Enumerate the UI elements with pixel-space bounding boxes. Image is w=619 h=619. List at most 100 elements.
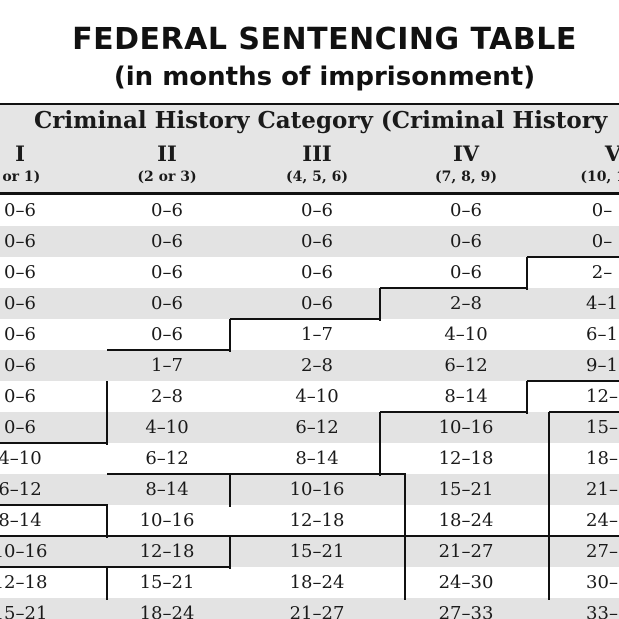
table-cell: 8–14 xyxy=(295,448,339,469)
table-row: 0–6 1–7 2–8 6–12 9–1 xyxy=(0,350,619,381)
table-row: 10–16 12–18 15–21 21–27 27– xyxy=(0,536,619,567)
zone-boundary-line xyxy=(0,504,108,506)
zone-boundary-line xyxy=(230,318,381,320)
table-row: 0–6 4–10 6–12 10–16 15– xyxy=(0,412,619,443)
table-row: 12–18 15–21 18–24 24–30 30– xyxy=(0,567,619,598)
table-row: 8–14 10–16 12–18 18–24 24– xyxy=(0,505,619,536)
zone-boundary-line xyxy=(380,411,528,413)
zone-boundary-line xyxy=(107,349,231,351)
zone-boundary-line xyxy=(106,381,108,445)
column-heading-roman: I xyxy=(15,141,25,166)
table-cell: 0–6 xyxy=(4,355,36,376)
zone-boundary-line xyxy=(106,567,108,600)
zone-boundary-line xyxy=(526,381,528,414)
table-cell: 0–6 xyxy=(151,293,183,314)
zone-boundary-line xyxy=(404,474,406,600)
table-cell: 33– xyxy=(586,603,618,619)
zone-boundary-line xyxy=(229,474,231,507)
table-cell: 4–10 xyxy=(444,324,488,345)
table-cell: 24–30 xyxy=(438,572,494,593)
table-row: 0–6 0–6 0–6 0–6 2– xyxy=(0,257,619,288)
zone-boundary-line xyxy=(106,505,108,538)
table-cell: 1–7 xyxy=(151,355,183,376)
table-cell: 12–18 xyxy=(0,572,48,593)
table-row: 4–10 6–12 8–14 12–18 18– xyxy=(0,443,619,474)
page-title: FEDERAL SENTENCING TABLE xyxy=(72,22,577,57)
zone-boundary-line xyxy=(0,442,108,444)
column-heading-roman: III xyxy=(302,141,332,166)
table-cell: 4–10 xyxy=(0,448,42,469)
table-cell: 21– xyxy=(586,479,618,500)
table-cell: 15–21 xyxy=(289,541,345,562)
table-cell: 0–6 xyxy=(301,200,333,221)
table-cell: 1–7 xyxy=(301,324,333,345)
table-cell: 9–1 xyxy=(586,355,618,376)
column-heading-roman: IV xyxy=(452,141,480,166)
table-cell: 0–6 xyxy=(151,231,183,252)
table-row: 15–21 18–24 21–27 27–33 33– xyxy=(0,598,619,619)
column-heading-roman: V xyxy=(604,141,619,166)
zone-boundary-line xyxy=(379,412,381,476)
zone-boundary-line xyxy=(107,535,231,537)
table-cell: 6–1 xyxy=(586,324,618,345)
table-cell: 15–21 xyxy=(139,572,195,593)
table-cell: 0–6 xyxy=(4,324,36,345)
zone-boundary-line xyxy=(527,256,619,258)
table-cell: 4–1 xyxy=(586,293,618,314)
zone-boundary-line xyxy=(527,380,619,382)
table-cell: 27– xyxy=(586,541,618,562)
table-cell: 18– xyxy=(586,448,618,469)
table-cell: 18–24 xyxy=(289,572,345,593)
table-cell: 0–6 xyxy=(450,262,482,283)
zone-boundary-line xyxy=(549,411,619,413)
table-cell: 0–6 xyxy=(4,386,36,407)
zone-boundary-line xyxy=(548,412,550,600)
zone-boundary-line xyxy=(379,288,381,321)
column-heading-points: 0 or 1) xyxy=(0,169,41,185)
table-cell: 0–6 xyxy=(450,200,482,221)
table-row: 6–12 8–14 10–16 15–21 21– xyxy=(0,474,619,505)
table-cell: 18–24 xyxy=(438,510,494,531)
table-cell: 0–6 xyxy=(4,417,36,438)
table-cell: 10–16 xyxy=(0,541,48,562)
category-heading: Criminal History Category (Criminal Hist… xyxy=(34,107,608,134)
page-subtitle: (in months of imprisonment) xyxy=(113,62,536,92)
table-cell: 6–12 xyxy=(0,479,42,500)
table-cell: 6–12 xyxy=(295,417,339,438)
table-cell: 0–6 xyxy=(450,231,482,252)
table-row: 0–6 0–6 0–6 2–8 4–1 xyxy=(0,288,619,319)
table-cell: 2– xyxy=(591,262,613,283)
table-cell: 10–16 xyxy=(438,417,494,438)
zone-boundary-line xyxy=(380,287,528,289)
column-heading-points: (10, 11 xyxy=(580,169,619,185)
zone-boundary-line xyxy=(526,257,528,290)
zone-boundary-line xyxy=(230,473,406,475)
zone-boundary-line xyxy=(229,536,231,569)
table-cell: 10–16 xyxy=(139,510,195,531)
table-cell: 2–8 xyxy=(151,386,183,407)
table-cell: 8–14 xyxy=(444,386,488,407)
table-cell: 2–8 xyxy=(301,355,333,376)
table-cell: 12– xyxy=(586,386,618,407)
table-cell: 15–21 xyxy=(0,603,48,619)
column-heading-points: (2 or 3) xyxy=(137,169,197,185)
table-cell: 15–21 xyxy=(438,479,494,500)
table-cell: 8–14 xyxy=(145,479,189,500)
table-cell: 12–18 xyxy=(289,510,345,531)
table-row: 0–6 2–8 4–10 8–14 12– xyxy=(0,381,619,412)
table-cell: 15– xyxy=(586,417,618,438)
table-cell: 0–6 xyxy=(4,200,36,221)
zone-boundary-line xyxy=(0,535,108,537)
table-row: 0–6 0–6 1–7 4–10 6–1 xyxy=(0,319,619,350)
table-cell: 12–18 xyxy=(139,541,195,562)
column-heading-points: (7, 8, 9) xyxy=(435,169,497,185)
table-cell: 0–6 xyxy=(4,293,36,314)
table-cell: 6–12 xyxy=(444,355,488,376)
zone-boundary-line xyxy=(107,473,231,475)
table-cell: 21–27 xyxy=(438,541,494,562)
table-cell: 0–6 xyxy=(4,262,36,283)
table-cell: 0– xyxy=(591,200,613,221)
table-cell: 6–12 xyxy=(145,448,189,469)
table-cell: 18–24 xyxy=(139,603,195,619)
table-cell: 0–6 xyxy=(301,262,333,283)
